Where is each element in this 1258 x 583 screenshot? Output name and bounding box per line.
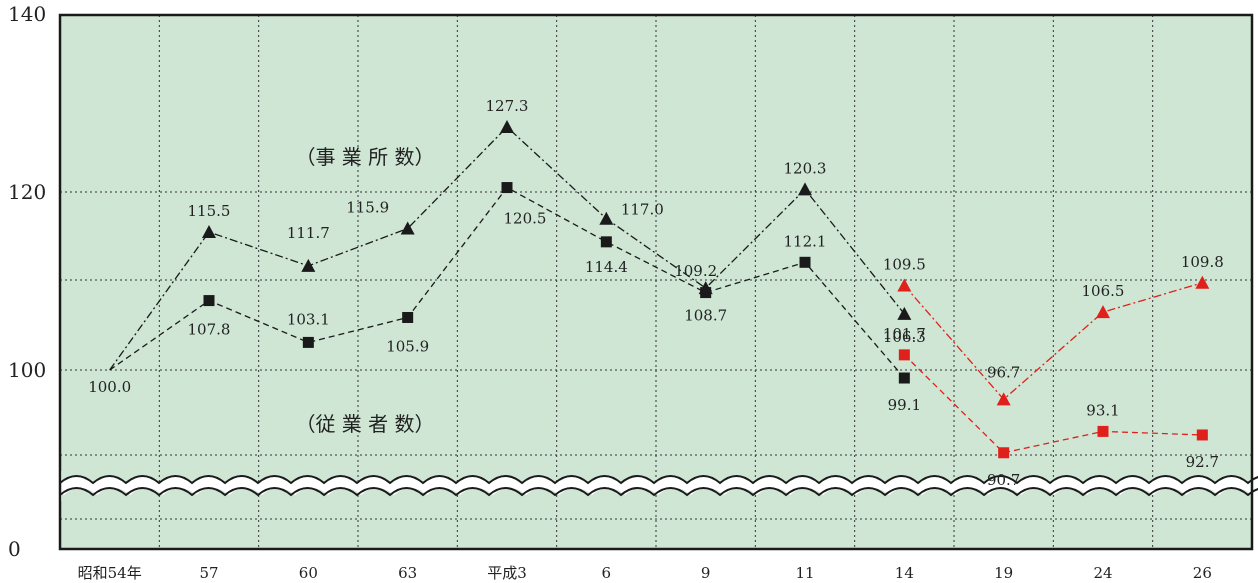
y-tick-label: 100	[8, 358, 46, 382]
data-label: 115.9	[346, 198, 389, 216]
square-marker	[898, 349, 910, 361]
data-label: 114.4	[585, 258, 628, 276]
triangle-marker	[202, 225, 216, 239]
axis-break-line	[59, 487, 1258, 497]
series-line	[903, 282, 1203, 401]
y-tick-label: 140	[8, 2, 46, 26]
data-label: 127.3	[486, 97, 529, 115]
axis-break-band	[31, 476, 1258, 495]
x-tick-label: 63	[398, 564, 417, 582]
square-marker	[898, 372, 910, 384]
triangle-marker	[301, 258, 316, 272]
data-label: 120.3	[784, 159, 827, 177]
data-labels: 100.0 115.5 111.7 115.9 127.3 117.0 109.2 120.3…	[88, 97, 1224, 489]
square-marker	[799, 256, 811, 268]
y-tick-label: 120	[8, 180, 46, 204]
x-tick-label: 6	[602, 564, 612, 582]
data-label: 111.7	[287, 224, 330, 242]
square-marker	[1196, 429, 1208, 441]
y-axis: 0 100 120 140	[8, 2, 46, 561]
x-tick-label: 14	[895, 564, 914, 582]
triangle-marker	[500, 120, 514, 134]
y-tick-label: 0	[8, 537, 21, 561]
grid	[60, 15, 1252, 549]
data-label: 109.2	[674, 262, 717, 280]
annotation-employees: （従 業 者 数）	[295, 412, 434, 436]
data-label: 92.7	[1186, 453, 1219, 471]
annotation-establishments: （事 業 所 数）	[295, 145, 434, 169]
triangle-marker	[996, 392, 1011, 406]
plot-frame	[58, 13, 1254, 551]
data-label: 103.1	[287, 310, 330, 328]
series-markers	[202, 120, 1210, 459]
data-label: 106.3	[883, 328, 926, 346]
x-tick-label: 19	[994, 564, 1013, 582]
x-tick-label: 平成3	[487, 564, 527, 582]
data-label: 112.1	[784, 232, 827, 250]
data-label: 115.5	[188, 202, 231, 220]
data-label: 99.1	[888, 396, 921, 414]
triangle-marker	[400, 221, 415, 235]
x-tick-label: 26	[1193, 564, 1212, 582]
triangle-marker	[1195, 275, 1210, 289]
square-marker	[402, 311, 414, 323]
data-label: 106.5	[1082, 282, 1125, 300]
data-label: 109.5	[883, 255, 926, 273]
x-tick-label: 11	[795, 564, 814, 582]
data-label: 105.9	[386, 337, 429, 355]
x-tick-label: 60	[299, 564, 318, 582]
triangle-marker	[599, 211, 614, 225]
data-label: 100.0	[88, 378, 131, 396]
data-label: 107.8	[188, 321, 231, 339]
data-label: 117.0	[621, 201, 664, 219]
axis-break-line	[59, 475, 1258, 485]
x-axis: 昭和54年 57 60 63 平成3 6 9 11 14 19 24 26	[78, 564, 1212, 582]
x-tick-label: 57	[199, 564, 218, 582]
data-label: 101.7	[883, 325, 926, 343]
triangle-marker	[798, 182, 812, 196]
data-label: 109.8	[1181, 253, 1224, 271]
square-marker	[203, 295, 215, 307]
square-marker	[1097, 425, 1109, 437]
data-label: 120.5	[504, 210, 547, 228]
series-line	[903, 354, 1203, 454]
triangle-marker	[897, 278, 912, 292]
data-label: 108.7	[684, 307, 727, 325]
triangle-marker	[897, 306, 912, 320]
square-marker	[998, 447, 1010, 459]
square-marker	[501, 182, 513, 194]
data-label: 90.7	[987, 471, 1020, 489]
axis-break	[31, 471, 1258, 501]
square-marker	[302, 336, 314, 348]
square-marker	[700, 287, 712, 299]
x-tick-label: 24	[1093, 564, 1112, 582]
data-label: 96.7	[987, 363, 1020, 381]
x-tick-label: 昭和54年	[78, 564, 142, 582]
triangle-marker	[1096, 305, 1110, 319]
data-label: 93.1	[1086, 401, 1119, 419]
x-tick-label: 9	[701, 564, 711, 582]
square-marker	[600, 236, 612, 248]
